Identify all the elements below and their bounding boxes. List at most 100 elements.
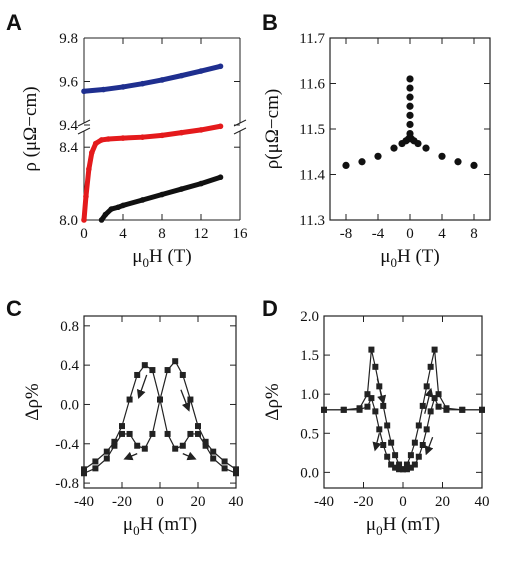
x-tick-label: 0 [156,494,164,510]
data-point [380,442,387,448]
y-tick-label: 1.0 [300,387,319,403]
data-point [108,206,115,212]
data-point [221,465,228,472]
data-point [419,442,426,448]
data-point [102,211,109,218]
data-point [86,166,92,172]
panel-c-ylabel: Δρ% [22,383,43,421]
x-tick-label: 4 [119,226,127,242]
x-tick-label: 20 [435,494,450,510]
data-point [98,217,105,223]
hysteresis-arrow [182,451,197,461]
hysteresis-arrow [424,387,434,414]
data-point [115,204,121,211]
data-point [139,197,146,203]
y-tick-label: 2.0 [300,309,319,325]
data-point [372,363,379,370]
y-tick-label: 9.8 [59,31,78,47]
x-tick-label: 8 [470,226,478,242]
data-point [406,102,414,110]
panel-d-xlabel: μ0H (mT) [366,514,440,538]
data-point [376,426,383,433]
data-point [159,77,165,83]
x-tick-label: -40 [314,494,334,510]
x-tick-label: -20 [354,494,374,510]
data-point [141,445,148,452]
data-point [217,123,224,130]
data-point [221,458,228,465]
panel-d-frame [323,315,483,489]
data-point [431,395,438,402]
xlabel-rest: H (T) [397,246,440,267]
data-point [414,139,422,148]
data-point [81,470,87,477]
x-tick-label: 0 [399,494,407,510]
y-tick-label: 11.5 [299,122,325,138]
data-point [479,406,485,413]
data-point [403,461,410,468]
data-point [454,158,462,166]
data-point [111,438,118,445]
data-point [358,158,366,166]
xlabel-mu: μ [366,514,376,535]
xlabel-subscript: 0 [390,255,397,270]
xlabel-subscript: 0 [133,523,140,538]
data-point [126,396,133,403]
data-point [438,152,446,160]
hysteresis-arrow [372,433,382,452]
data-point [388,439,395,446]
y-tick-label: -0.8 [55,476,79,492]
data-point [210,455,217,462]
data-point [435,391,442,398]
data-point [403,466,410,473]
data-point [407,452,414,459]
data-point [89,149,95,156]
data-point [178,186,185,192]
panel-a-ylabel: ρ (μΩ−cm) [20,86,41,171]
data-point [396,466,403,473]
data-point [406,111,414,119]
x-tick-label: 4 [438,226,446,242]
data-point [81,466,87,473]
data-point [139,134,146,140]
data-point [390,144,398,152]
x-tick-label: -20 [112,494,132,510]
data-point [179,442,186,449]
data-point [202,442,209,449]
data-point [470,161,478,169]
xlabel-subscript: 0 [376,523,383,538]
y-tick-label: 11.7 [299,31,325,47]
data-point [187,396,194,403]
data-point [427,363,434,370]
axis-break-mark [77,127,91,135]
y-tick-label: 0.0 [60,397,79,413]
series-line [81,63,223,94]
data-point [120,84,126,90]
data-point [368,395,375,402]
data-point [120,202,126,209]
x-tick-label: 0 [406,226,414,242]
data-point [419,402,426,409]
x-tick-label: 40 [229,494,244,510]
data-point [400,466,406,473]
data-point [92,458,99,465]
data-point [411,461,418,468]
xlabel-subscript: 0 [142,255,149,270]
data-point [411,439,418,446]
data-point [384,422,391,429]
data-point [406,93,414,101]
panel-c-xlabel: μ0H (mT) [123,514,197,538]
data-point [134,371,141,378]
data-point [342,161,350,169]
data-point [422,144,430,152]
y-tick-label: 11.3 [299,213,325,229]
data-point [388,461,395,468]
x-tick-label: 12 [194,226,209,242]
data-point [423,426,430,433]
x-tick-label: -8 [340,226,353,242]
data-point [372,408,379,415]
x-tick-label: -4 [372,226,385,242]
data-point [105,136,112,142]
y-tick-label: 0.4 [60,358,79,374]
series-line [324,349,482,470]
